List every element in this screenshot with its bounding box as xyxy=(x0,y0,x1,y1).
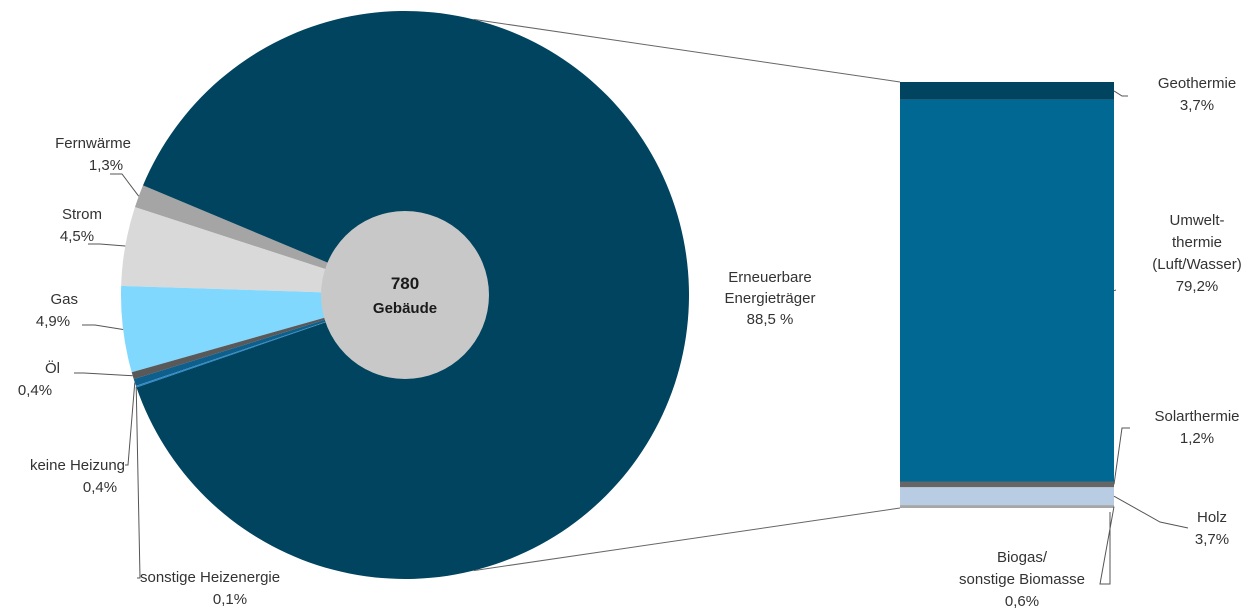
bar-segment-solar xyxy=(900,482,1114,488)
pie-label-erneuerbar-line-0: Erneuerbare xyxy=(728,269,811,286)
bar-leader-biogas xyxy=(1100,507,1114,584)
pie-label-fernwaerme: Fernwärme xyxy=(55,135,131,152)
pie-label-erneuerbar-line-1: Energieträger xyxy=(725,290,816,307)
pie-leader-fernwaerme xyxy=(110,174,139,196)
pie-value-oel: 0,4% xyxy=(18,382,52,399)
pie-value-gas: 4,9% xyxy=(36,313,70,330)
bar-label-umwelt-line-0: Umwelt- xyxy=(1170,212,1225,229)
pie-center-value: 780 xyxy=(391,274,419,293)
bar-label-geo-line-0: Geothermie xyxy=(1158,75,1236,92)
pie-leader-keine xyxy=(125,383,135,466)
bar-value-holz: 3,7% xyxy=(1195,531,1229,548)
pie-value-fernwaerme: 1,3% xyxy=(89,157,123,174)
pie-value-sonstige: 0,1% xyxy=(213,591,247,608)
bar-label-solar-line-0: Solarthermie xyxy=(1154,408,1239,425)
pie-leader-gas xyxy=(82,325,123,330)
pie-center: 780 Gebäude xyxy=(321,211,489,379)
pie-value-erneuerbar: 88,5 % xyxy=(747,311,794,328)
pie-value-keine: 0,4% xyxy=(83,479,117,496)
pie-value-strom: 4,5% xyxy=(60,228,94,245)
pie-center-disc xyxy=(321,211,489,379)
bar-label-biogas-line-1: sonstige Biomasse xyxy=(959,571,1085,588)
bar-value-umwelt: 79,2% xyxy=(1176,278,1219,295)
bar-leader-holz xyxy=(1114,496,1188,528)
bar-leader-solar xyxy=(1114,428,1130,484)
pie-leader-strom xyxy=(88,244,125,246)
pie-label-keine: keine Heizung xyxy=(30,457,125,474)
bar-value-biogas: 0,6% xyxy=(1005,593,1039,610)
pie-label-strom: Strom xyxy=(62,206,102,223)
pie-leader-oel xyxy=(74,373,133,376)
bar-label-umwelt-line-1: thermie xyxy=(1172,234,1222,251)
pie-label-gas: Gas xyxy=(50,291,78,308)
bar-label-holz-line-0: Holz xyxy=(1197,509,1227,526)
stacked-bar-chart xyxy=(900,82,1114,508)
bar-segment-biogas xyxy=(900,505,1114,508)
pie-label-sonstige: sonstige Heizenergie xyxy=(140,569,280,586)
bar-segment-geo xyxy=(900,82,1114,100)
pie-center-unit: Gebäude xyxy=(373,300,437,317)
bar-leader-geo xyxy=(1114,91,1128,96)
bar-label-umwelt-line-2: (Luft/Wasser) xyxy=(1152,256,1241,273)
bar-segment-umwelt xyxy=(900,100,1114,482)
pie-leader-sonstige xyxy=(136,387,140,578)
bar-value-geo: 3,7% xyxy=(1180,97,1214,114)
pie-label-oel: Öl xyxy=(45,359,60,377)
bar-leader-umwelt xyxy=(1114,290,1116,291)
bar-value-solar: 1,2% xyxy=(1180,430,1214,447)
bar-label-biogas-line-0: Biogas/ xyxy=(997,549,1048,566)
bar-segment-holz xyxy=(900,487,1114,505)
